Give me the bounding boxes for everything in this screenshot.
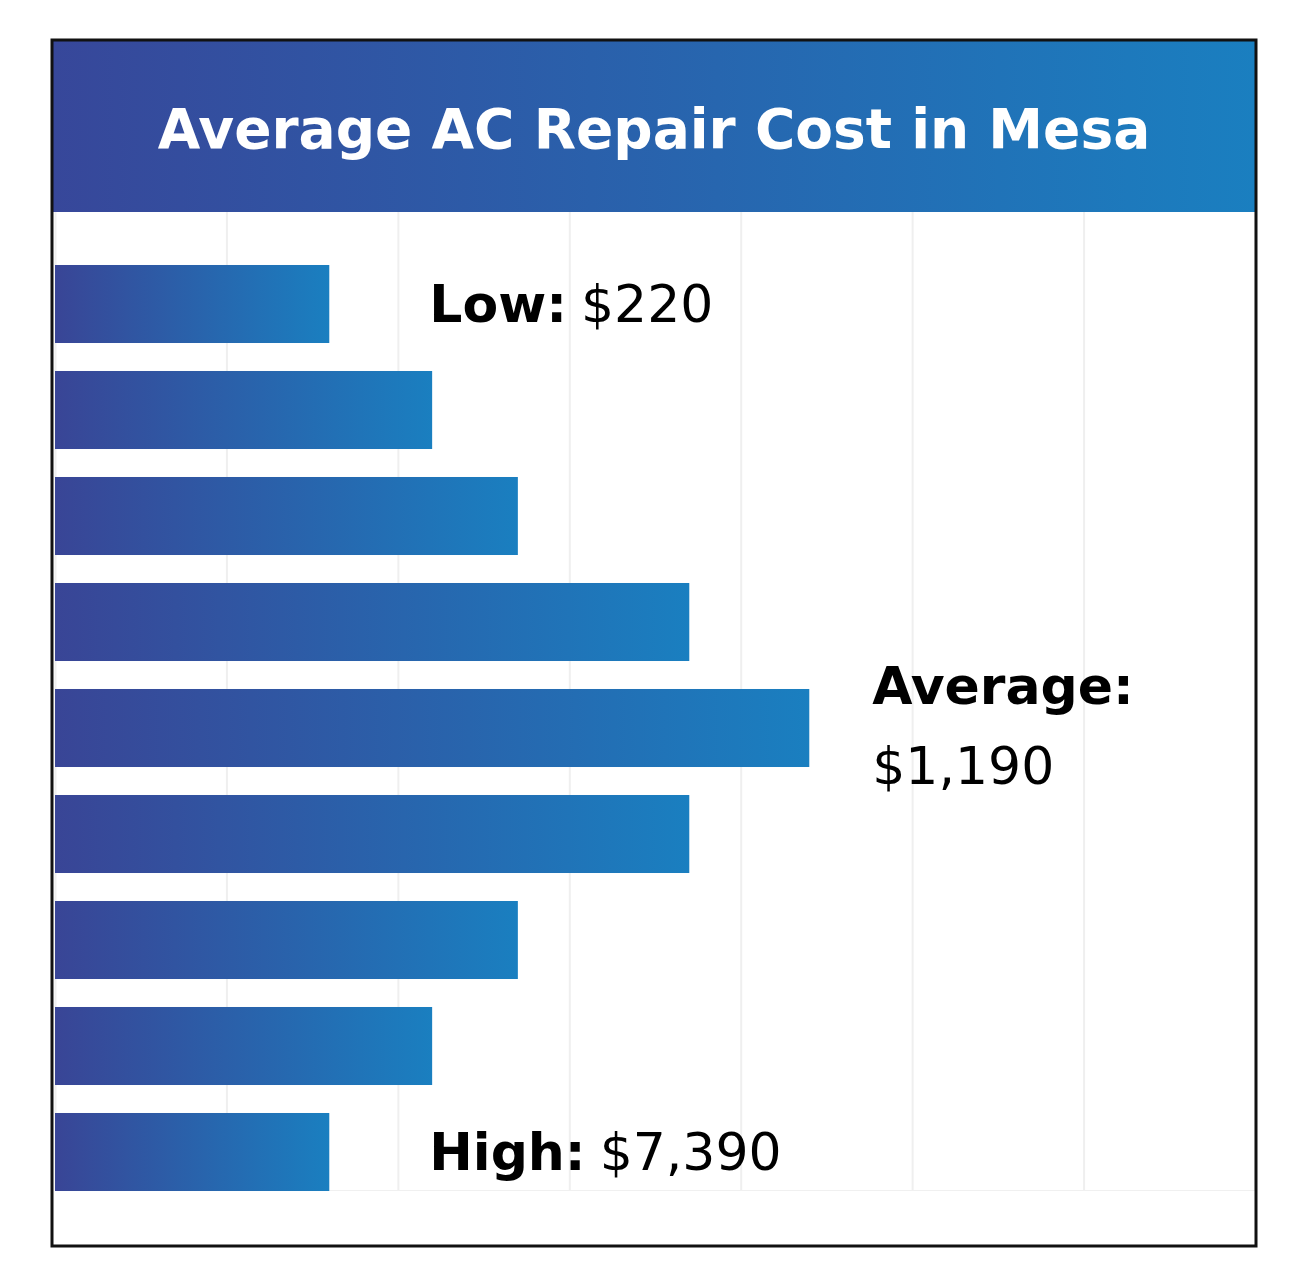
title-banner bbox=[52, 40, 1256, 212]
title: Average AC Repair Cost in Mesa bbox=[158, 97, 1151, 161]
annotation-value: $1,190 bbox=[872, 736, 1054, 796]
annotation-label: Low: bbox=[429, 274, 567, 334]
annotations: Low:$220 Average: $1,190 High:$7,390 bbox=[429, 274, 1134, 1182]
bar bbox=[55, 1007, 432, 1085]
frame-background bbox=[52, 40, 1256, 1246]
axis-line bbox=[56, 212, 1256, 1191]
bar bbox=[55, 371, 432, 449]
bar bbox=[55, 901, 518, 979]
bars bbox=[55, 265, 809, 1191]
annotation-label: Average: bbox=[872, 656, 1134, 716]
annotation: High:$7,390 bbox=[429, 1122, 781, 1182]
x-axis bbox=[56, 212, 1256, 1191]
bar bbox=[55, 689, 809, 767]
bar bbox=[55, 477, 518, 555]
bar bbox=[55, 265, 329, 343]
chart: Average AC Repair Cost in Mesa Low:$220 Av… bbox=[0, 0, 1289, 1285]
bar bbox=[55, 1113, 329, 1191]
frame-border bbox=[52, 40, 1256, 1246]
annotation-value: $220 bbox=[581, 274, 713, 334]
bar bbox=[55, 583, 689, 661]
bar bbox=[55, 795, 689, 873]
annotation-value: $7,390 bbox=[600, 1122, 782, 1182]
annotation-label: High: bbox=[429, 1122, 585, 1182]
annotation: Low:$220 bbox=[429, 274, 713, 334]
